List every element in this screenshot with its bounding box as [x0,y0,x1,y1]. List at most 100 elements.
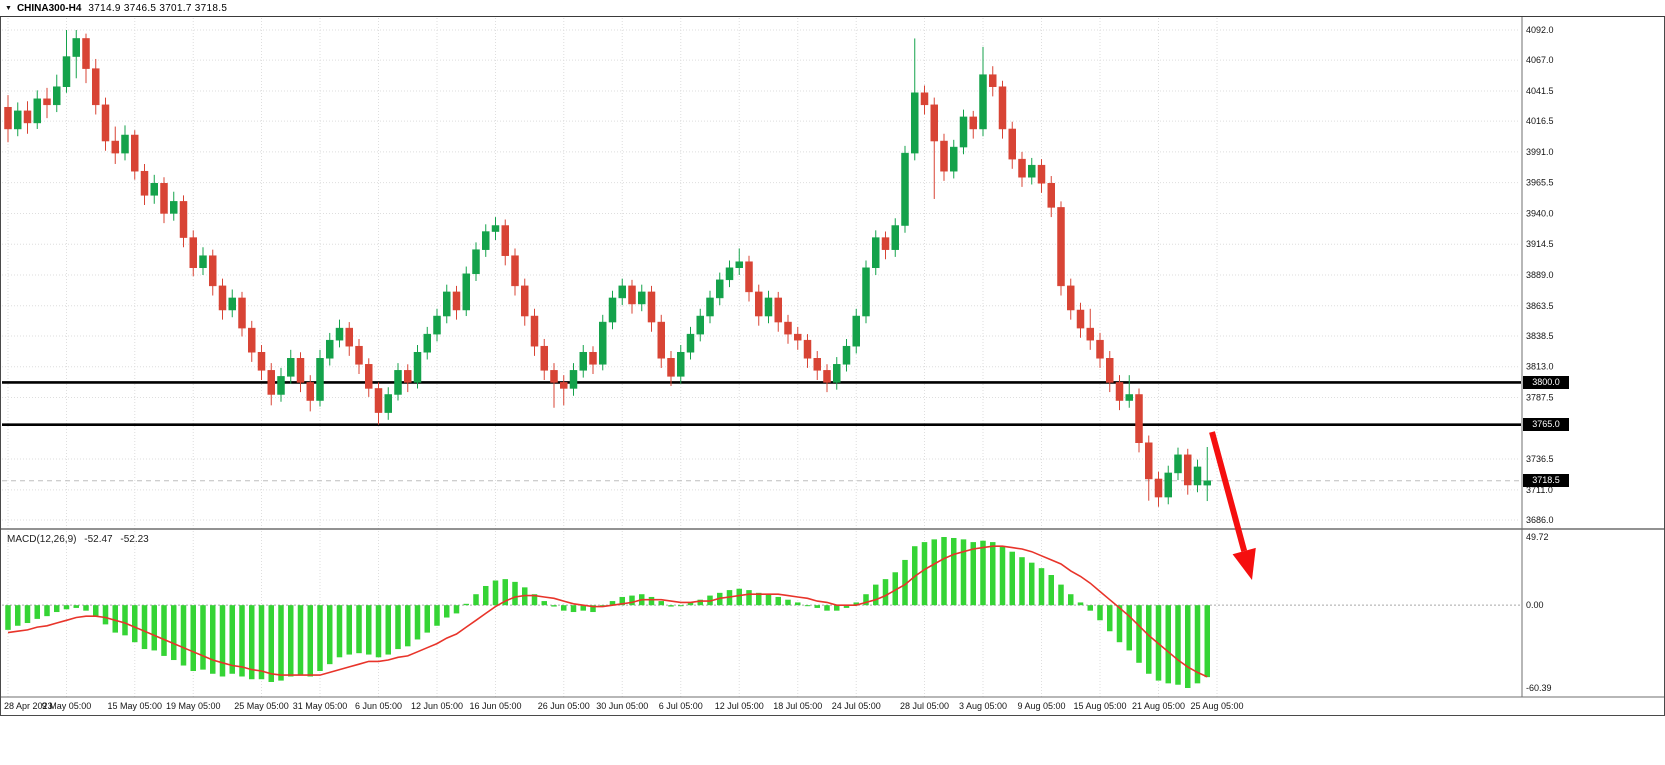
macd-histogram-bar [902,559,908,606]
macd-histogram-bar [541,601,547,606]
macd-histogram-bar [960,539,967,606]
candle-body [530,315,539,347]
macd-histogram-bar [210,605,216,674]
candle-body [872,237,880,269]
candle-body [794,333,802,341]
macd-histogram-bar [444,605,450,618]
macd-histogram-bar [678,605,684,607]
macd-axis-label: 49.72 [1526,532,1549,542]
candle-body [998,86,1007,130]
time-axis-label: 12 Jul 05:00 [715,701,764,711]
candle-body [560,382,568,389]
macd-histogram-bar [1068,594,1074,606]
macd-histogram-bar [834,605,840,611]
macd-histogram-bar [229,605,235,674]
macd-histogram-bar [824,605,830,611]
candle-body [335,327,344,341]
macd-histogram-bar [34,605,40,619]
trend-arrow-head[interactable] [1232,547,1256,580]
macd-histogram-bar [785,599,791,606]
macd-histogram-bar [1126,605,1132,651]
candle-body [1028,164,1036,178]
candle-body [979,74,987,130]
candle-body [257,351,266,371]
macd-histogram-bar [873,584,879,606]
macd-histogram-bar [15,605,21,626]
macd-histogram-bar [1077,602,1084,606]
chart-title-bar: ▼ CHINA300-H4 3714.9 3746.5 3701.7 3718.… [0,0,1665,17]
macd-axis-label: 0.00 [1526,600,1544,610]
candle-body [891,225,899,250]
macd-histogram-bar [863,594,869,606]
macd-histogram-bar [317,605,323,672]
time-axis-label: 26 Jun 05:00 [538,701,590,711]
macd-histogram-bar [619,596,625,606]
macd-histogram-bar [502,579,508,606]
trend-arrow-shaft[interactable] [1209,431,1248,552]
candle-body [1203,480,1211,486]
macd-histogram-bar [122,605,128,636]
time-axis-label: 16 Jun 05:00 [469,701,521,711]
macd-histogram-bar [395,605,401,650]
time-axis-label: 28 Apr 2023 [4,701,53,711]
ohlc-values: 3714.9 3746.5 3701.7 3718.5 [88,2,228,14]
macd-axis-label: -60.39 [1526,683,1552,693]
time-axis-label: 21 Aug 05:00 [1132,701,1185,711]
candle-body [33,98,41,124]
time-axis-label: 12 Jun 05:00 [411,701,463,711]
macd-indicator-label: MACD(12,26,9) -52.47 -52.23 [7,534,154,545]
candle-body [404,370,412,383]
macd-histogram-bar [346,605,352,655]
price-axis-label: 4067.0 [1526,55,1554,65]
macd-histogram-bar [980,540,986,606]
candle-body [1135,394,1143,444]
price-axis-label: 3838.5 [1526,331,1554,341]
symbol-timeframe-label: CHINA300-H4 [16,2,82,14]
candle-body [1164,472,1172,498]
price-axis-label: 3991.0 [1526,147,1554,157]
macd-histogram-bar [297,605,304,676]
chart-window[interactable]: 4092.0 4067.0 4041.5 4016.5 3991.0 3965.5 3940… [0,0,1665,716]
time-axis-label: 9 May 05:00 [42,701,92,711]
price-axis-label: 3686.0 [1526,515,1554,525]
candle-body [1106,358,1114,383]
macd-histogram-bar [814,605,820,608]
macd-histogram-bar [775,596,781,606]
candle-body [433,315,441,335]
candle-body [14,110,22,130]
price-axis-label: 3787.5 [1526,393,1554,403]
candle-body [1037,164,1046,184]
macd-histogram-bar [5,605,11,630]
macd-histogram-bar [492,580,499,606]
candle-body [209,255,217,287]
macd-histogram-bar [999,546,1006,606]
candle-body [1018,158,1026,178]
macd-histogram-bar [307,605,313,677]
chart-canvas[interactable]: 4092.0 4067.0 4041.5 4016.5 3991.0 3965.5 3940… [0,0,1665,716]
candle-body [472,249,480,275]
macd-histogram-bar [1058,584,1064,606]
macd-histogram-bar [190,605,196,672]
macd-histogram-bar [73,605,79,608]
candle-body [745,261,753,293]
candle-body [111,140,119,154]
macd-histogram-bar [990,542,996,606]
macd-histogram-bar [93,605,99,617]
current-price-tag: 3718.5 [1523,474,1569,488]
candle-body [199,255,207,269]
macd-histogram-bar [434,605,440,626]
macd-histogram-bar [843,605,850,608]
macd-histogram-bar [756,592,762,606]
time-axis-label: 15 Aug 05:00 [1073,701,1126,711]
symbol-dropdown-icon[interactable]: ▼ [5,4,12,12]
candle-body [599,321,607,365]
candle-body [218,285,227,311]
candle-body [160,183,168,214]
candle-body [1076,309,1085,329]
macd-histogram-bar [892,572,898,606]
macd-histogram-bar [853,602,859,606]
macd-histogram-bar [463,603,469,606]
macd-histogram-bar [561,605,567,611]
candle-body [228,297,236,311]
candle-body [764,297,773,317]
